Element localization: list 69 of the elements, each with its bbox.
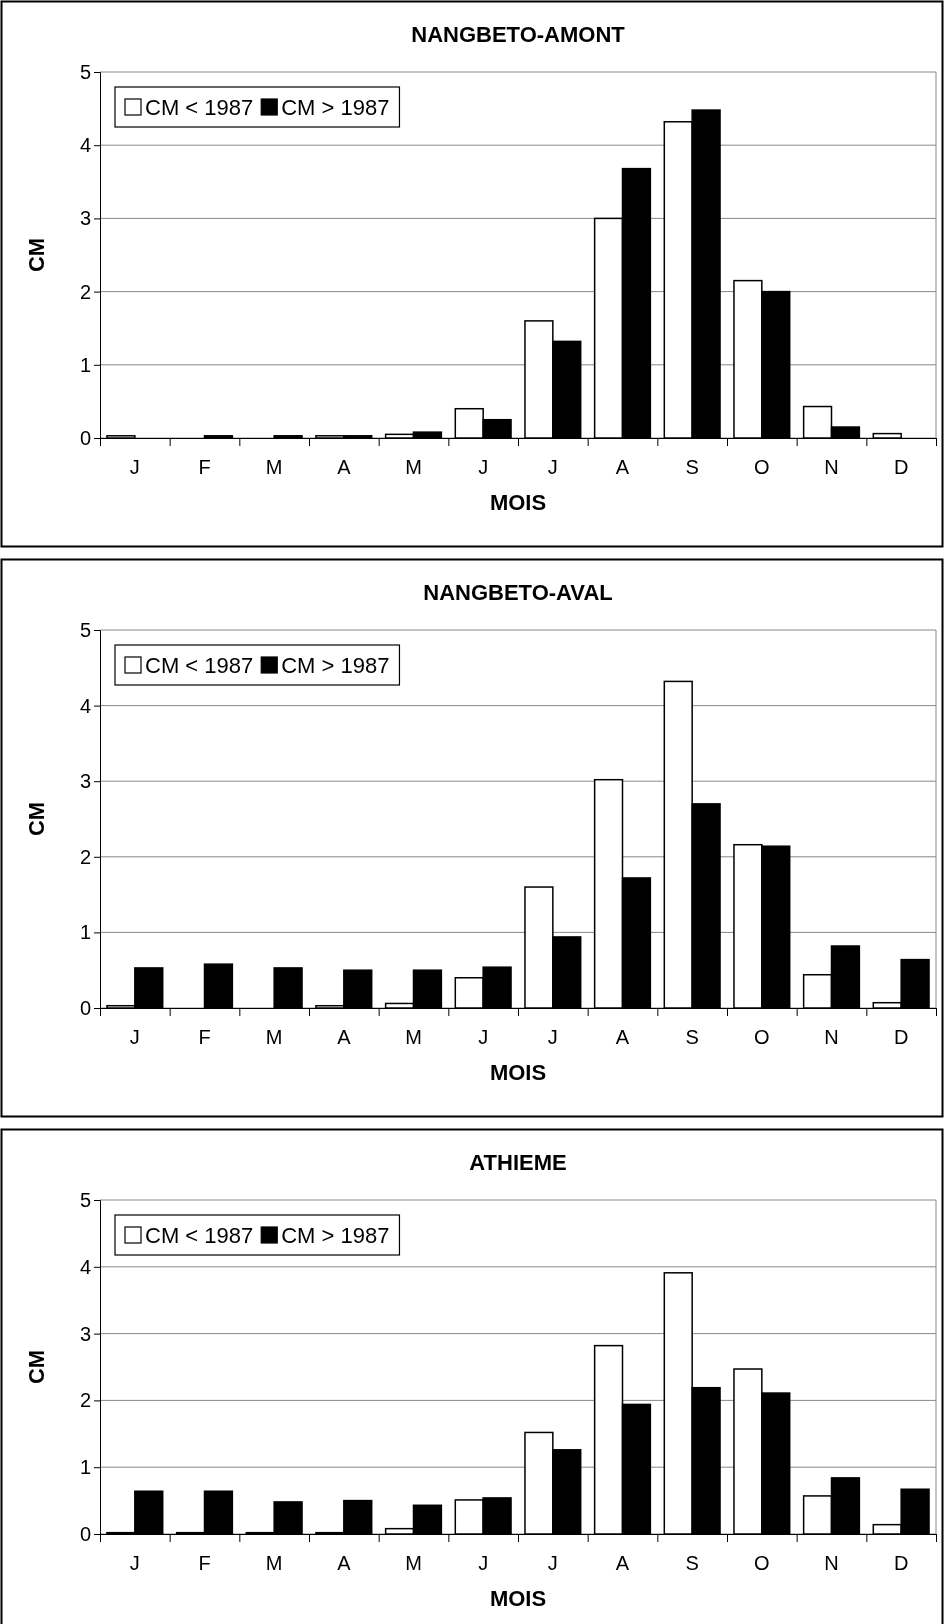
y-axis-title: CM <box>24 1349 49 1385</box>
x-tick-label: A <box>337 456 352 478</box>
chart-title: NANGBETO-AVAL <box>423 580 613 605</box>
y-tick-label: 4 <box>79 694 91 717</box>
x-tick-label: A <box>615 1552 630 1574</box>
x-tick-label: S <box>685 1552 699 1574</box>
y-tick-label: 3 <box>79 1322 91 1345</box>
x-tick-label: J <box>129 1552 140 1574</box>
chart-title: NANGBETO-AMONT <box>411 22 626 47</box>
legend-label: CM < 1987 <box>145 95 254 120</box>
x-tick-label: J <box>547 456 558 478</box>
x-axis-title: MOIS <box>489 1586 547 1611</box>
y-tick-label: 2 <box>79 845 91 868</box>
x-tick-label: O <box>754 456 770 478</box>
x-tick-label: F <box>198 1552 211 1574</box>
x-tick-label: O <box>754 1026 770 1048</box>
y-tick-label: 3 <box>79 770 91 793</box>
x-tick-label: M <box>265 456 283 478</box>
x-tick-label: M <box>405 1026 422 1048</box>
y-tick-label: 2 <box>79 280 91 303</box>
x-tick-label: F <box>198 456 211 478</box>
x-tick-label: S <box>685 1026 699 1048</box>
y-axis-title: CM <box>24 801 49 837</box>
x-tick-label: J <box>129 1026 140 1048</box>
y-tick-label: 5 <box>79 1188 91 1211</box>
x-tick-label: J <box>547 1552 558 1574</box>
x-tick-label: M <box>405 456 422 478</box>
y-tick-label: 1 <box>79 921 91 944</box>
x-tick-label: D <box>893 1552 909 1574</box>
x-tick-label: A <box>615 456 630 478</box>
y-tick-label: 1 <box>79 353 91 376</box>
x-tick-label: M <box>405 1552 422 1574</box>
x-tick-label: A <box>337 1552 352 1574</box>
legend-label: CM > 1987 <box>281 653 390 678</box>
legend-label: CM > 1987 <box>281 95 390 120</box>
x-tick-label: J <box>478 1552 489 1574</box>
x-tick-label: J <box>547 1026 558 1048</box>
y-tick-label: 4 <box>79 1255 91 1278</box>
x-tick-label: O <box>754 1552 770 1574</box>
y-tick-label: 0 <box>79 426 91 449</box>
x-tick-label: J <box>129 456 140 478</box>
y-axis-title: CM <box>24 237 49 273</box>
x-tick-label: M <box>265 1552 283 1574</box>
legend-label: CM < 1987 <box>145 653 254 678</box>
x-axis-title: MOIS <box>489 1060 547 1085</box>
y-tick-label: 3 <box>79 207 91 230</box>
y-tick-label: 4 <box>79 134 91 157</box>
x-tick-label: A <box>337 1026 352 1048</box>
legend-label: CM < 1987 <box>145 1223 254 1248</box>
x-tick-label: J <box>478 456 489 478</box>
y-tick-label: 5 <box>79 618 91 641</box>
x-tick-label: N <box>824 456 839 478</box>
x-axis-title: MOIS <box>489 490 547 515</box>
y-tick-label: 0 <box>79 1522 91 1545</box>
x-tick-label: N <box>824 1552 839 1574</box>
y-tick-label: 1 <box>79 1456 91 1479</box>
x-tick-label: D <box>893 1026 909 1048</box>
x-tick-label: F <box>198 1026 211 1048</box>
x-tick-label: D <box>893 456 909 478</box>
x-tick-label: N <box>824 1026 839 1048</box>
legend-label: CM > 1987 <box>281 1223 390 1248</box>
x-tick-label: M <box>265 1026 283 1048</box>
y-tick-label: 0 <box>79 996 91 1019</box>
x-tick-label: S <box>685 456 699 478</box>
x-tick-label: A <box>615 1026 630 1048</box>
y-tick-label: 2 <box>79 1389 91 1412</box>
y-tick-label: 5 <box>79 60 91 83</box>
chart-title: ATHIEME <box>469 1150 567 1175</box>
x-tick-label: J <box>478 1026 489 1048</box>
